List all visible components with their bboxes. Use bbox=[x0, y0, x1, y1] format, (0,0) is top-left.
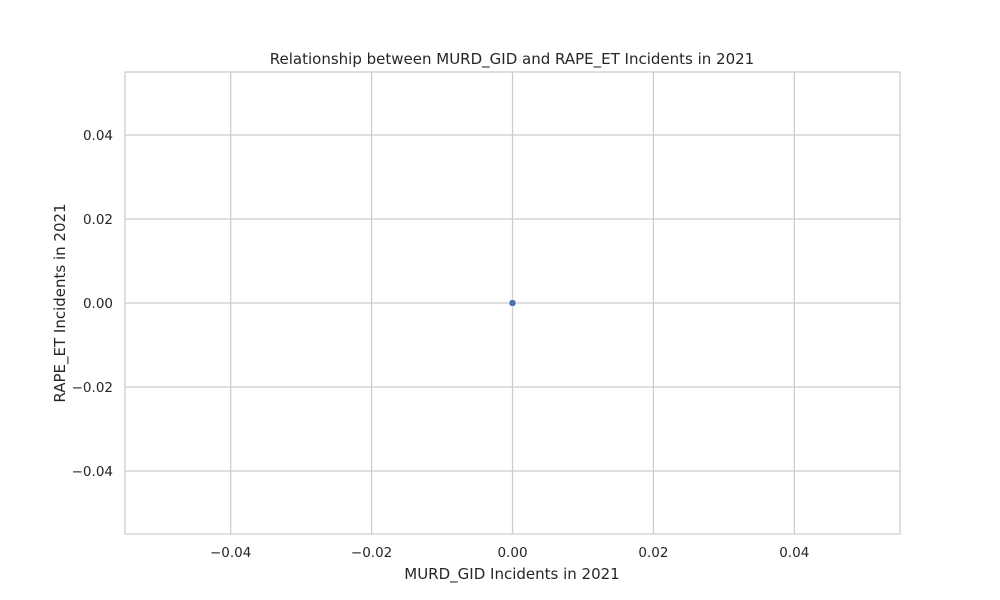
y-tick-labels: −0.04 −0.02 0.00 0.02 0.04 bbox=[72, 128, 113, 480]
x-tick-labels: −0.04 −0.02 0.00 0.02 0.04 bbox=[210, 545, 809, 561]
chart-title: Relationship between MURD_GID and RAPE_E… bbox=[270, 50, 754, 69]
grid-lines bbox=[125, 72, 900, 534]
x-tick-label: 0.02 bbox=[638, 545, 668, 561]
y-tick-label: 0.02 bbox=[83, 212, 113, 228]
data-points bbox=[508, 299, 517, 307]
x-tick-label: −0.04 bbox=[210, 545, 251, 561]
x-tick-label: −0.02 bbox=[351, 545, 392, 561]
scatter-point bbox=[508, 299, 517, 307]
y-axis-title: RAPE_ET Incidents in 2021 bbox=[51, 203, 70, 402]
x-tick-label: 0.04 bbox=[779, 545, 809, 561]
y-tick-label: −0.04 bbox=[72, 464, 113, 480]
y-tick-label: 0.04 bbox=[83, 128, 113, 144]
x-axis-title: MURD_GID Incidents in 2021 bbox=[404, 565, 619, 584]
plot-frame bbox=[124, 71, 901, 535]
x-tick-label: 0.00 bbox=[497, 545, 527, 561]
y-tick-label: 0.00 bbox=[83, 296, 113, 312]
y-tick-label: −0.02 bbox=[72, 380, 113, 396]
